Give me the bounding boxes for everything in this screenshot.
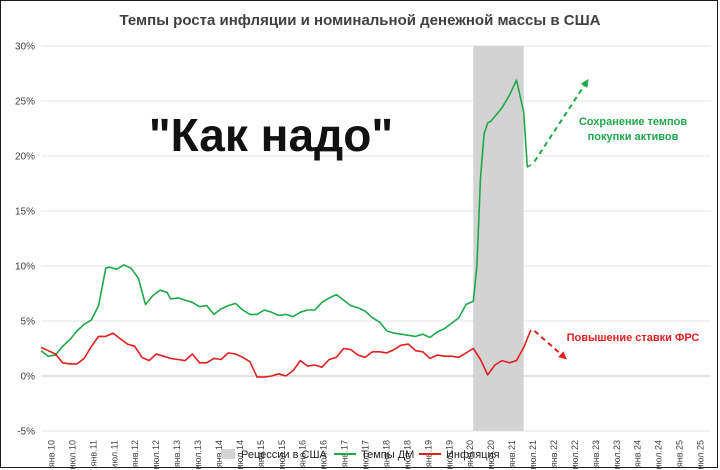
series-line <box>40 79 532 358</box>
y-tick-label: 0% <box>21 372 36 383</box>
projection-line <box>533 78 590 163</box>
x-tick-label: янв.16 <box>298 440 308 467</box>
x-tick-label: янв.11 <box>88 440 98 466</box>
annotation-text: Повышение ставки ФРС <box>567 332 700 344</box>
legend-label-recession: Рецессии в США <box>241 449 328 461</box>
x-tick-label: июл.22 <box>570 440 580 469</box>
x-tick-label: янв.24 <box>633 440 643 467</box>
x-tick-label: июл.15 <box>277 440 287 469</box>
x-tick-label: июл.13 <box>193 440 203 469</box>
x-tick-label: июл.23 <box>612 440 622 469</box>
x-tick-label: янв.10 <box>46 440 56 467</box>
y-tick-label: 15% <box>15 207 35 218</box>
y-tick-label: -5% <box>17 427 35 438</box>
legend-swatch-recession <box>221 449 235 459</box>
y-tick-label: 30% <box>15 42 35 53</box>
series-line <box>40 329 532 378</box>
x-tick-label: янв.20 <box>465 440 475 467</box>
x-tick-label: июл.25 <box>696 440 706 469</box>
overlay-caption: "Как надо" <box>149 109 393 161</box>
x-tick-label: июл.24 <box>654 440 664 469</box>
series-lines <box>40 79 532 378</box>
x-tick-label: июл.14 <box>235 440 245 469</box>
recession-rect <box>473 46 524 431</box>
x-tick-label: янв.12 <box>130 440 140 467</box>
y-tick-label: 10% <box>15 262 35 273</box>
x-tick-label: июл.10 <box>67 440 77 469</box>
x-tick-label: янв.25 <box>675 440 685 467</box>
y-tick-label: 25% <box>15 97 35 108</box>
x-tick-label: июл.20 <box>486 440 496 469</box>
projection-arrowhead <box>558 351 567 360</box>
gridlines <box>41 45 711 432</box>
x-tick-label: июл.16 <box>319 440 329 469</box>
annotation-text: покупки активов <box>588 131 679 143</box>
recession-band <box>473 46 524 431</box>
chart-title: Темпы роста инфляции и номинальной денеж… <box>119 12 600 29</box>
projection-arrows <box>533 78 590 361</box>
x-tick-label: июл.11 <box>109 440 119 469</box>
projection-arrowhead <box>580 79 589 88</box>
x-tick-label: июл.19 <box>444 440 454 469</box>
x-tick-label: июл.12 <box>151 440 161 469</box>
x-tick-label: янв.23 <box>591 440 601 467</box>
annotation-text: Сохранение темпов <box>579 116 688 128</box>
y-axis: 30% 25% 20% 15% 10% 5% 0% -5% <box>15 42 35 438</box>
x-tick-label: янв.14 <box>214 440 224 467</box>
x-tick-label: янв.13 <box>172 440 182 467</box>
x-tick-label: янв.22 <box>549 440 559 467</box>
legend-label-series: Инфляция <box>446 449 500 461</box>
x-tick-label: янв.21 <box>507 440 517 467</box>
x-tick-label: июл.21 <box>528 440 538 469</box>
legend: Рецессии в США Темпы ДМ Инфляция <box>221 449 500 461</box>
x-tick-label: июл.18 <box>402 440 412 469</box>
y-tick-label: 20% <box>15 152 35 163</box>
annotations: Сохранение темпов покупки активов Повышени… <box>567 116 700 344</box>
x-tick-label: июл.17 <box>361 440 371 469</box>
x-tick-label: янв.18 <box>381 440 391 467</box>
x-tick-label: янв.15 <box>256 440 266 467</box>
y-tick-label: 5% <box>21 317 36 328</box>
legend-label-series: Темпы ДМ <box>361 449 414 461</box>
